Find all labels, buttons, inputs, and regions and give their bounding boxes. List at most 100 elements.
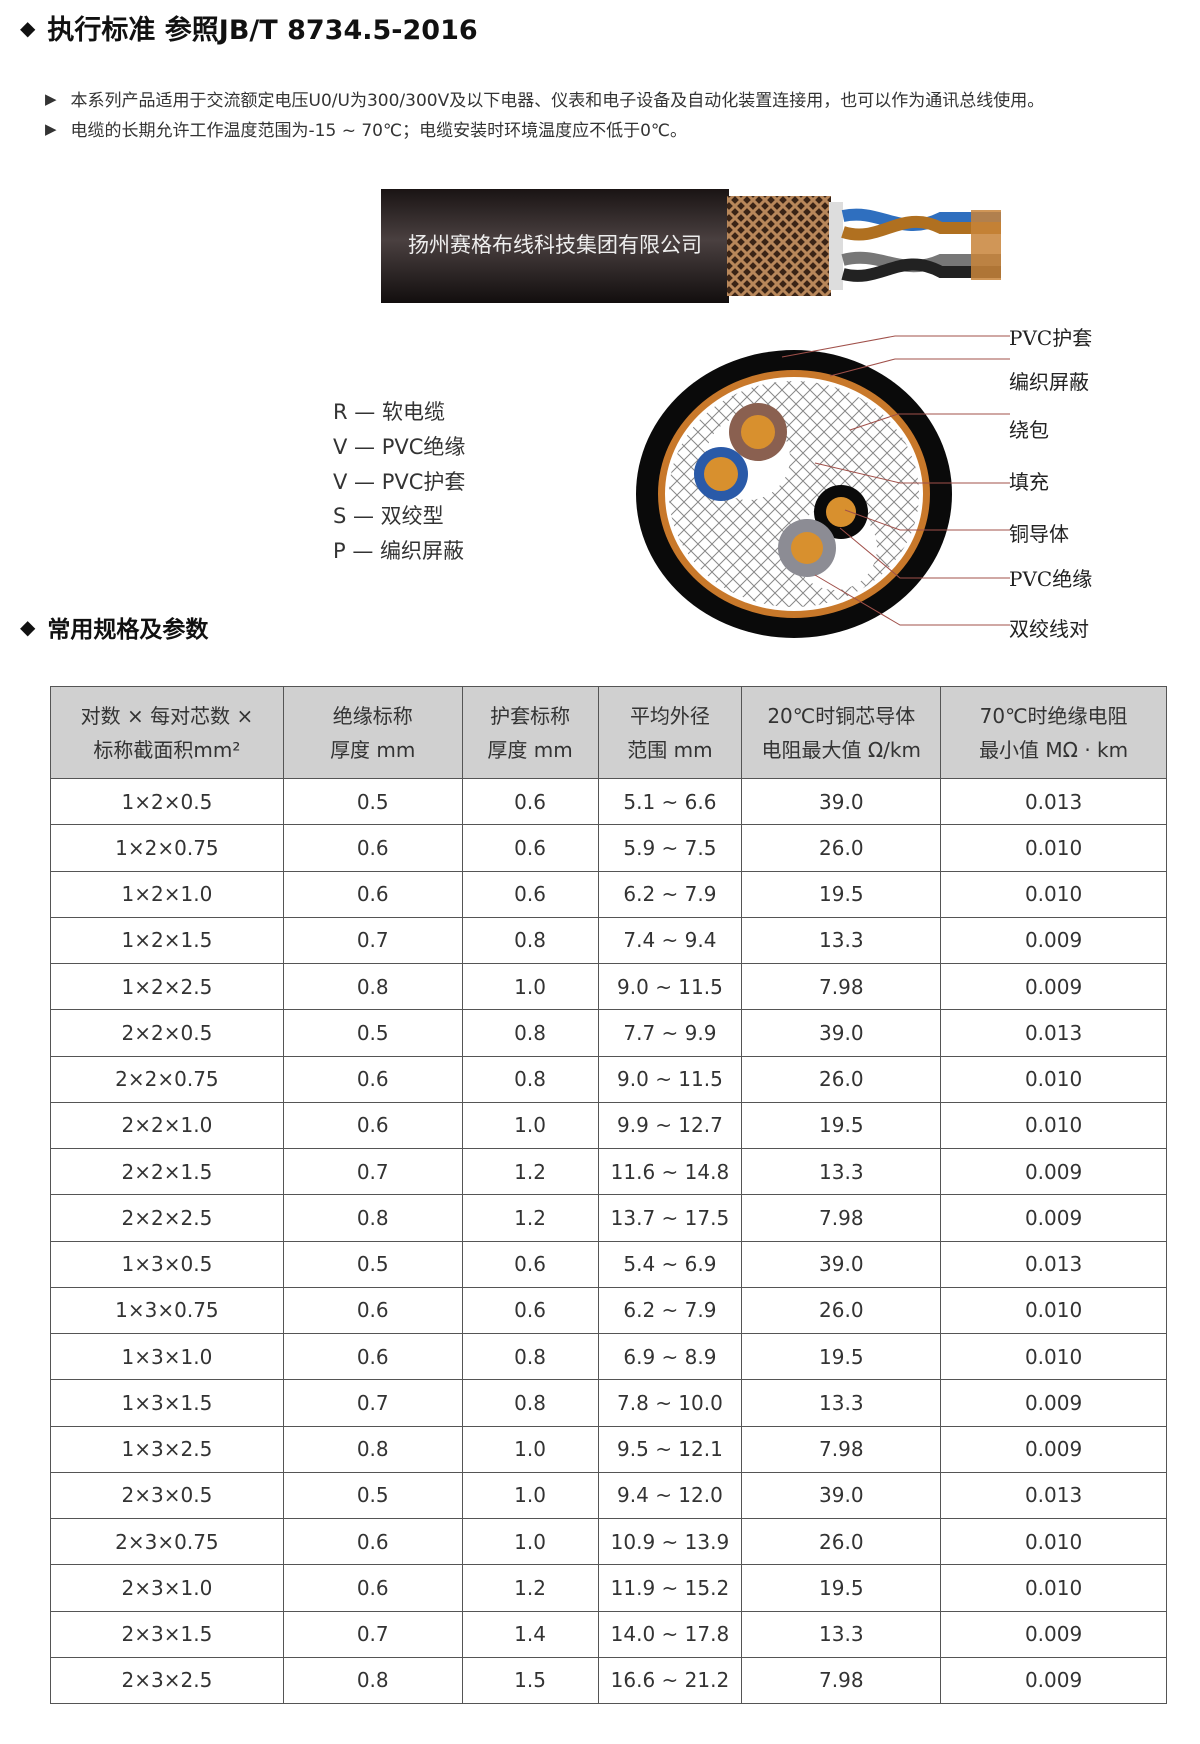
table-row: 2×2×1.0 0.6 1.0 9.9 ~ 12.7 19.5 0.010 [50, 1101, 1167, 1150]
cable-image: 扬州赛格布线科技集团有限公司 [381, 189, 1001, 303]
table-cell: 0.8 [461, 1055, 599, 1103]
table-cell: 0.6 [282, 1055, 463, 1103]
table-cell: 0.010 [940, 1101, 1167, 1150]
table-cell: 13.3 [741, 1379, 942, 1427]
table-cell: 7.98 [741, 1194, 942, 1242]
label-copper-conductor: 铜导体 [1009, 522, 1069, 546]
table-cell: 0.7 [282, 916, 463, 965]
legend-item: S — 双绞型 [333, 504, 444, 528]
table-row: 2×2×1.5 0.7 1.2 11.6 ~ 14.8 13.3 0.009 [50, 1147, 1167, 1196]
table-cell: 7.98 [741, 1425, 942, 1473]
legend-item: R — 软电缆 [333, 400, 445, 424]
table-cell: 2×2×1.0 [50, 1101, 284, 1150]
table-cell: 7.98 [741, 962, 942, 1011]
table-cell: 1.4 [461, 1610, 599, 1658]
table-cell: 0.009 [940, 1194, 1167, 1242]
table-cell: 1×3×0.75 [50, 1286, 284, 1335]
table-cell: 6.2 ~ 7.9 [597, 870, 743, 918]
table-cell: 0.009 [940, 962, 1167, 1011]
label-wrapping: 绕包 [1009, 418, 1049, 442]
table-cell: 0.6 [461, 824, 599, 872]
table-cell: 1.2 [461, 1147, 599, 1196]
table-cell: 0.7 [282, 1379, 463, 1427]
cable-cross-section-diagram [636, 335, 1010, 638]
table-cell: 0.6 [282, 1286, 463, 1335]
column-header-line: 护套标称 [490, 703, 571, 728]
table-row: 2×2×0.5 0.5 0.8 7.7 ~ 9.9 39.0 0.013 [50, 1009, 1167, 1057]
table-cell: 39.0 [741, 1009, 942, 1057]
table-cell: 0.5 [282, 1240, 463, 1288]
table-cell: 0.009 [940, 1379, 1167, 1427]
table-cell: 1.5 [461, 1656, 599, 1705]
table-cell: 9.0 ~ 11.5 [597, 962, 743, 1011]
table-row: 2×3×1.0 0.6 1.2 11.9 ~ 15.2 19.5 0.010 [50, 1564, 1167, 1612]
table-cell: 1×3×0.5 [50, 1240, 284, 1288]
table-row: 1×2×0.75 0.6 0.6 5.9 ~ 7.5 26.0 0.010 [50, 824, 1167, 872]
table-cell: 0.010 [940, 824, 1167, 872]
table-cell: 26.0 [741, 1517, 942, 1566]
table-cell: 9.4 ~ 12.0 [597, 1471, 743, 1520]
table-row: 1×2×2.5 0.8 1.0 9.0 ~ 11.5 7.98 0.009 [50, 962, 1167, 1011]
table-cell: 0.6 [461, 1240, 599, 1288]
table-cell: 1×2×1.5 [50, 916, 284, 965]
table-cell: 11.9 ~ 15.2 [597, 1564, 743, 1612]
table-cell: 1×2×2.5 [50, 962, 284, 1011]
column-header-line: 70℃时绝缘电阻 [979, 703, 1128, 728]
table-row: 1×2×0.5 0.5 0.6 5.1 ~ 6.6 39.0 0.013 [50, 777, 1167, 826]
table-cell: 0.6 [461, 1286, 599, 1335]
table-cell: 0.009 [940, 1425, 1167, 1473]
table-cell: 0.5 [282, 1471, 463, 1520]
table-cell: 0.010 [940, 1517, 1167, 1566]
table-cell: 0.8 [461, 1332, 599, 1381]
table-cell: 2×3×0.75 [50, 1517, 284, 1566]
table-cell: 0.8 [282, 1425, 463, 1473]
table-cell: 0.009 [940, 916, 1167, 965]
table-cell: 2×2×0.75 [50, 1055, 284, 1103]
table-cell: 2×3×2.5 [50, 1656, 284, 1705]
table-cell: 0.010 [940, 1564, 1167, 1612]
table-cell: 1.0 [461, 1425, 599, 1473]
table-cell: 0.6 [461, 777, 599, 826]
table-cell: 1.0 [461, 1101, 599, 1150]
column-header-line: 范围 mm [627, 737, 713, 762]
brand-text: 扬州赛格布线科技集团有限公司 [408, 233, 702, 257]
table-row: 1×3×1.0 0.6 0.8 6.9 ~ 8.9 19.5 0.010 [50, 1332, 1167, 1381]
table-cell: 7.7 ~ 9.9 [597, 1009, 743, 1057]
table-cell: 1×3×1.0 [50, 1332, 284, 1381]
column-header-line: 平均外径 [629, 703, 710, 728]
table-cell: 0.8 [282, 1656, 463, 1705]
table-cell: 6.2 ~ 7.9 [597, 1286, 743, 1335]
table-cell: 19.5 [741, 1332, 942, 1381]
table-cell: 1.0 [461, 1517, 599, 1566]
table-cell: 0.6 [282, 1101, 463, 1150]
specs-heading: ◆ 常用规格及参数 [20, 615, 209, 643]
table-cell: 26.0 [741, 1286, 942, 1335]
column-header-line: 最小值 MΩ · km [979, 737, 1129, 762]
table-cell: 0.8 [461, 1379, 599, 1427]
table-cell: 39.0 [741, 777, 942, 826]
table-cell: 5.4 ~ 6.9 [597, 1240, 743, 1288]
table-cell: 14.0 ~ 17.8 [597, 1610, 743, 1658]
table-cell: 9.9 ~ 12.7 [597, 1101, 743, 1150]
table-cell: 2×3×1.0 [50, 1564, 284, 1612]
table-cell: 5.1 ~ 6.6 [597, 777, 743, 826]
label-pvc-sheath: PVC护套 [1009, 326, 1093, 350]
legend-item: V — PVC护套 [333, 470, 466, 494]
label-pvc-insulation: PVC绝缘 [1009, 567, 1093, 591]
table-cell: 7.8 ~ 10.0 [597, 1379, 743, 1427]
table-cell: 11.6 ~ 14.8 [597, 1147, 743, 1196]
column-header: 20℃时铜芯导体 电阻最大值 Ω/km [741, 686, 942, 779]
table-cell: 7.4 ~ 9.4 [597, 916, 743, 965]
table-cell: 16.6 ~ 21.2 [597, 1656, 743, 1705]
bullet-item: ▶ 本系列产品适用于交流额定电压U0/U为300/300V及以下电器、仪表和电子设… [45, 89, 1045, 112]
table-cell: 2×2×0.5 [50, 1009, 284, 1057]
table-cell: 39.0 [741, 1240, 942, 1288]
table-row: 1×2×1.5 0.7 0.8 7.4 ~ 9.4 13.3 0.009 [50, 916, 1167, 965]
column-header: 护套标称 厚度 mm [461, 686, 599, 779]
table-cell: 0.013 [940, 1240, 1167, 1288]
table-row: 2×3×0.5 0.5 1.0 9.4 ~ 12.0 39.0 0.013 [50, 1471, 1167, 1520]
standard-heading: ◆ 执行标准 参照JB/T 8734.5-2016 [20, 15, 478, 46]
table-cell: 2×3×1.5 [50, 1610, 284, 1658]
table-row: 1×2×1.0 0.6 0.6 6.2 ~ 7.9 19.5 0.010 [50, 870, 1167, 918]
column-header-line: 20℃时铜芯导体 [767, 703, 916, 728]
